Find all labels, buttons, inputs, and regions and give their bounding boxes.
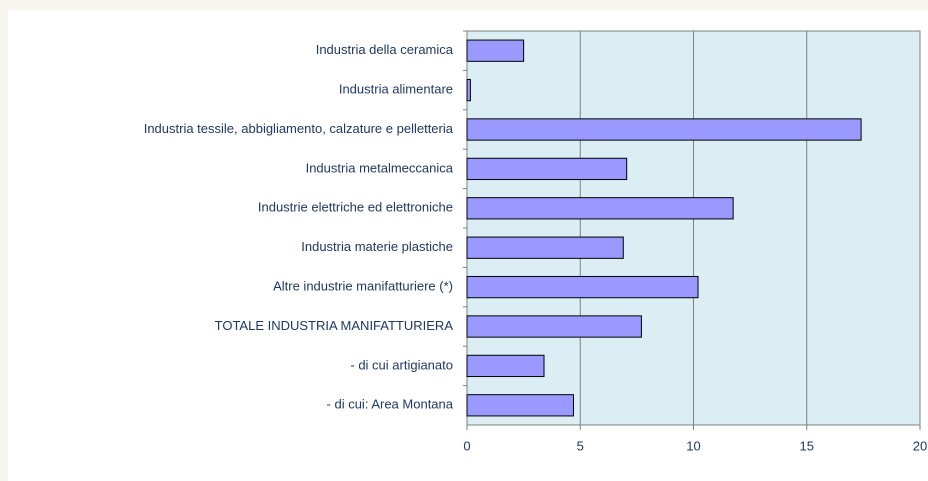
bar xyxy=(466,275,699,299)
bar xyxy=(466,118,862,141)
x-tick-label: 5 xyxy=(577,438,584,453)
x-tick-label: 20 xyxy=(913,438,927,453)
x-tick-label: 10 xyxy=(686,438,700,453)
y-tick-label: - di cui: Area Montana xyxy=(327,397,454,412)
x-tick-label: 0 xyxy=(463,438,470,453)
bar xyxy=(466,78,471,102)
bar xyxy=(466,315,642,338)
y-tick-label: Industria tessile, abbigliamento, calzat… xyxy=(144,121,454,136)
y-tick-label: Industria metalmeccanica xyxy=(306,160,454,175)
x-tick-label: 15 xyxy=(800,438,814,453)
y-tick-label: TOTALE INDUSTRIA MANIFATTURIERA xyxy=(215,318,454,333)
bar xyxy=(466,39,525,62)
bar xyxy=(466,197,734,220)
y-tick-label: - di cui artigianato xyxy=(350,357,453,372)
y-tick-label: Industria alimentare xyxy=(339,82,453,97)
y-tick-label: Industria della ceramica xyxy=(316,42,454,57)
y-tick-label: Industrie elettriche ed elettroniche xyxy=(258,200,453,215)
bar xyxy=(466,236,624,259)
y-tick-label: Industria materie plastiche xyxy=(301,239,453,254)
y-tick-label: Altre industrie manifatturiere (*) xyxy=(273,279,453,294)
bar xyxy=(466,354,545,378)
bar xyxy=(466,394,574,417)
bar xyxy=(466,157,628,181)
